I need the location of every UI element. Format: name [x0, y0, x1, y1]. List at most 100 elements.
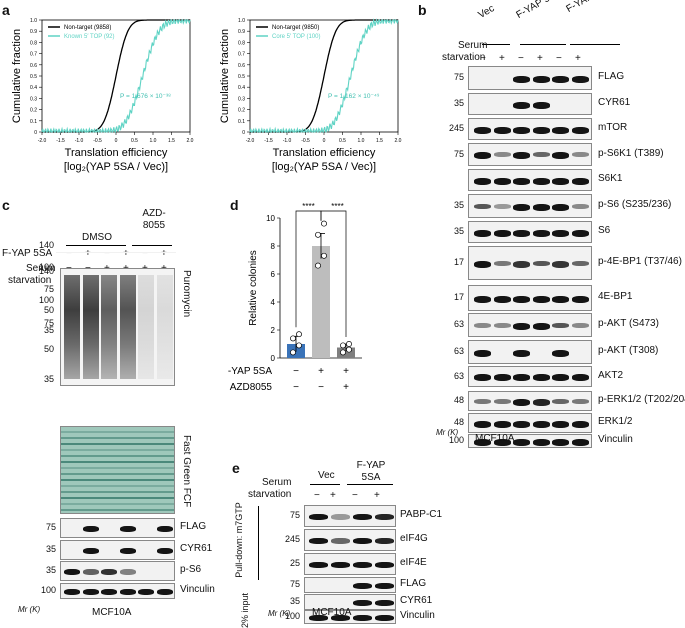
blot-band [513, 126, 530, 134]
blot-band [353, 562, 372, 568]
cdf-chart-known-top: -2.0 -1.5 -1.0 -0.5 0 0.5 1.0 1.5 2.0 0 0.1 0.2 0.3 0… [11, 18, 194, 173]
blot-band [493, 203, 511, 209]
puromycin-lane [138, 275, 154, 379]
blot-band [513, 295, 530, 303]
data-point [321, 220, 327, 227]
mw-marker: 35 [45, 565, 56, 575]
y-tick-label: 0.8 [238, 40, 245, 46]
panel-b-condition-line-1 [520, 44, 566, 45]
y-tick-label: 0.6 [238, 63, 245, 69]
blot-band [513, 101, 530, 109]
y-tick-label: 6 [271, 270, 276, 279]
blot-band [552, 229, 569, 237]
blot-label: eIF4E [400, 557, 427, 568]
panel-c-row1-sign: + [161, 248, 167, 259]
mw-marker: 75 [453, 72, 464, 82]
panel-a-charts: -2.0 -1.5 -1.0 -0.5 0 0.5 1.0 1.5 2.0 0 0.1 0.2 0.3 0… [11, 18, 402, 173]
panel-e-mr-label: Mr (K) [268, 609, 291, 618]
mw-marker: 75 [43, 284, 54, 294]
mw-marker: 245 [284, 534, 300, 544]
blot-band [513, 260, 530, 268]
data-point [340, 342, 346, 349]
y-axis-label: Cumulative fraction [11, 29, 23, 123]
blot-band [101, 569, 117, 575]
blot-band [571, 229, 589, 237]
data-point [346, 341, 352, 347]
blot-band [493, 398, 511, 404]
x-tick-label: -1.5 [264, 138, 273, 144]
fcf-band [61, 509, 174, 511]
blot-band [101, 589, 117, 595]
blot-band [474, 203, 491, 209]
fcf-label: Fast Green FCF [181, 435, 192, 508]
blot-band [552, 177, 569, 185]
mw-marker: 25 [289, 558, 300, 568]
fcf-band [61, 485, 174, 487]
y-tick-label: 0.2 [238, 108, 245, 114]
blot-band [493, 322, 511, 328]
panel-d-chart: 0 2 4 6 8 10 Relative colonies **** **** F-YAP 5S… [228, 202, 362, 393]
blot-label: Vinculin [180, 584, 215, 595]
legend-entry: Known 5′ TOP (92) [64, 34, 115, 40]
fcf-band [61, 443, 174, 445]
y-axis-label: Relative colonies [248, 250, 259, 326]
blot-p-s6k1-t389- [468, 143, 592, 166]
blot-p-4e-bp1-t37-46- [468, 246, 592, 280]
legend-entry: Core 5′ TOP (100) [272, 34, 320, 40]
blot-4e-bp1 [468, 285, 592, 311]
panel-c-row2-label-b: starvation [8, 275, 52, 286]
panel-b-condition-line-2 [570, 44, 620, 45]
blot-band [353, 583, 372, 589]
row-mark: + [343, 382, 349, 393]
blot-label: CYR61 [598, 97, 631, 108]
blot-band [532, 295, 550, 303]
blot-band [138, 589, 154, 595]
blot-band [552, 349, 569, 357]
data-point [346, 346, 352, 353]
blot-band [571, 295, 589, 303]
blot-band [119, 589, 136, 595]
x-tick-label: 0 [323, 138, 326, 144]
mw-marker: 100 [284, 611, 300, 621]
fcf-band [61, 479, 174, 481]
panel-c-row1-label: F-YAP 5SA [2, 248, 53, 259]
panel-letter-e: e [232, 460, 240, 476]
panel-b-sign-1: + [499, 53, 505, 64]
y-tick-label: 4 [271, 298, 276, 307]
mw-marker: 100 [40, 585, 56, 595]
blot-label: CYR61 [180, 543, 213, 554]
blot-band [474, 152, 491, 159]
blot-band [532, 229, 550, 237]
blot-label: ERK1/2 [598, 416, 633, 427]
blot-s6 [468, 221, 592, 243]
x-tick-label: -1.0 [283, 138, 292, 144]
blot-band [474, 438, 491, 446]
blot-label: p-S6K1 (T389) [598, 147, 664, 159]
blot-band [331, 514, 350, 520]
puromycin-lane [156, 275, 173, 379]
panel-e-sign: − [314, 490, 320, 501]
y-tick-label: 0.4 [238, 85, 245, 91]
fast-green-membrane [60, 426, 175, 514]
blot-band [309, 562, 328, 568]
mw-marker: 63 [453, 346, 464, 356]
mw-marker: 100 [38, 262, 54, 272]
blot-band [474, 420, 491, 428]
blot-p-s6 [60, 561, 175, 581]
blot-band [82, 548, 99, 554]
blot-band [513, 203, 530, 211]
blot-pabp-c1 [304, 505, 396, 527]
pulldown-label: Pull-down: m7GTP [234, 502, 244, 578]
blot-band [493, 177, 511, 185]
panel-c-row1-sign: − [66, 248, 72, 259]
y-tick-label: 0 [271, 354, 276, 363]
x-tick-label: 0 [115, 138, 118, 144]
blot-band [156, 589, 173, 595]
blot-flag [468, 66, 592, 90]
data-point [290, 335, 296, 342]
panel-b-condition-0: Vec [476, 3, 497, 21]
panel-c-row1-sign: + [123, 248, 129, 259]
puromycin-label: Puromycin [181, 270, 192, 318]
blot-band [571, 260, 589, 266]
mw-marker: 63 [453, 370, 464, 381]
